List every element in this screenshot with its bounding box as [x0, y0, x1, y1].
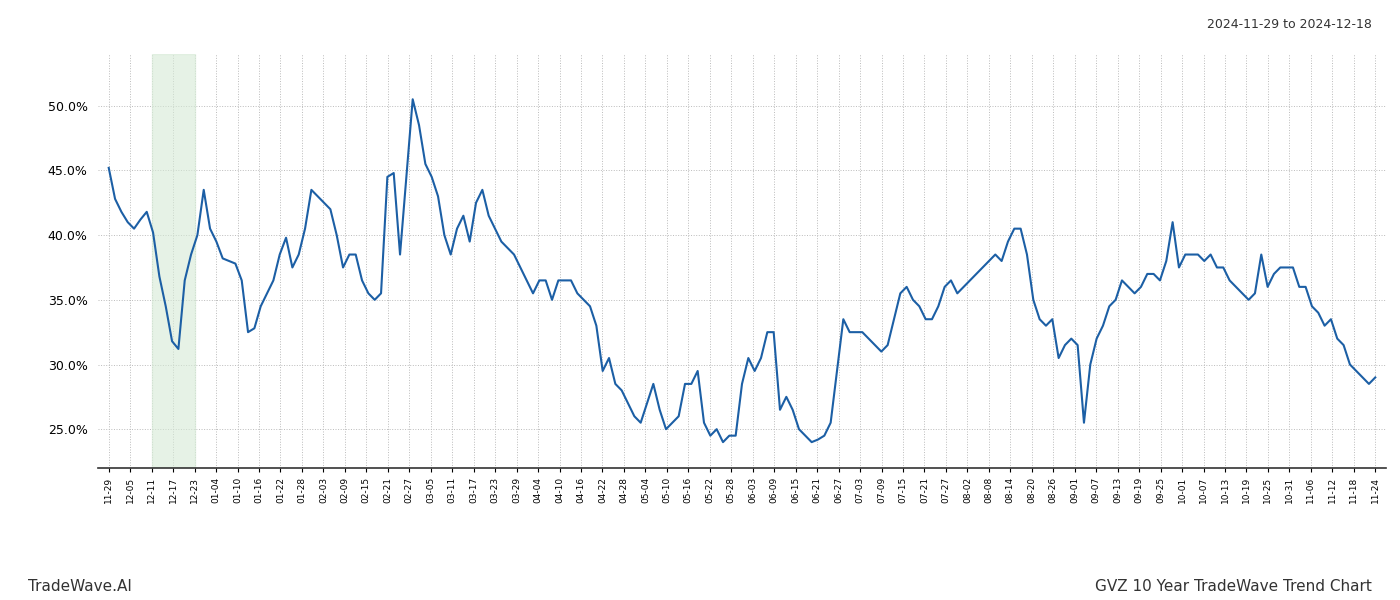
Text: TradeWave.AI: TradeWave.AI — [28, 579, 132, 594]
Text: GVZ 10 Year TradeWave Trend Chart: GVZ 10 Year TradeWave Trend Chart — [1095, 579, 1372, 594]
Bar — [151, 54, 195, 468]
Text: 2024-11-29 to 2024-12-18: 2024-11-29 to 2024-12-18 — [1207, 18, 1372, 31]
